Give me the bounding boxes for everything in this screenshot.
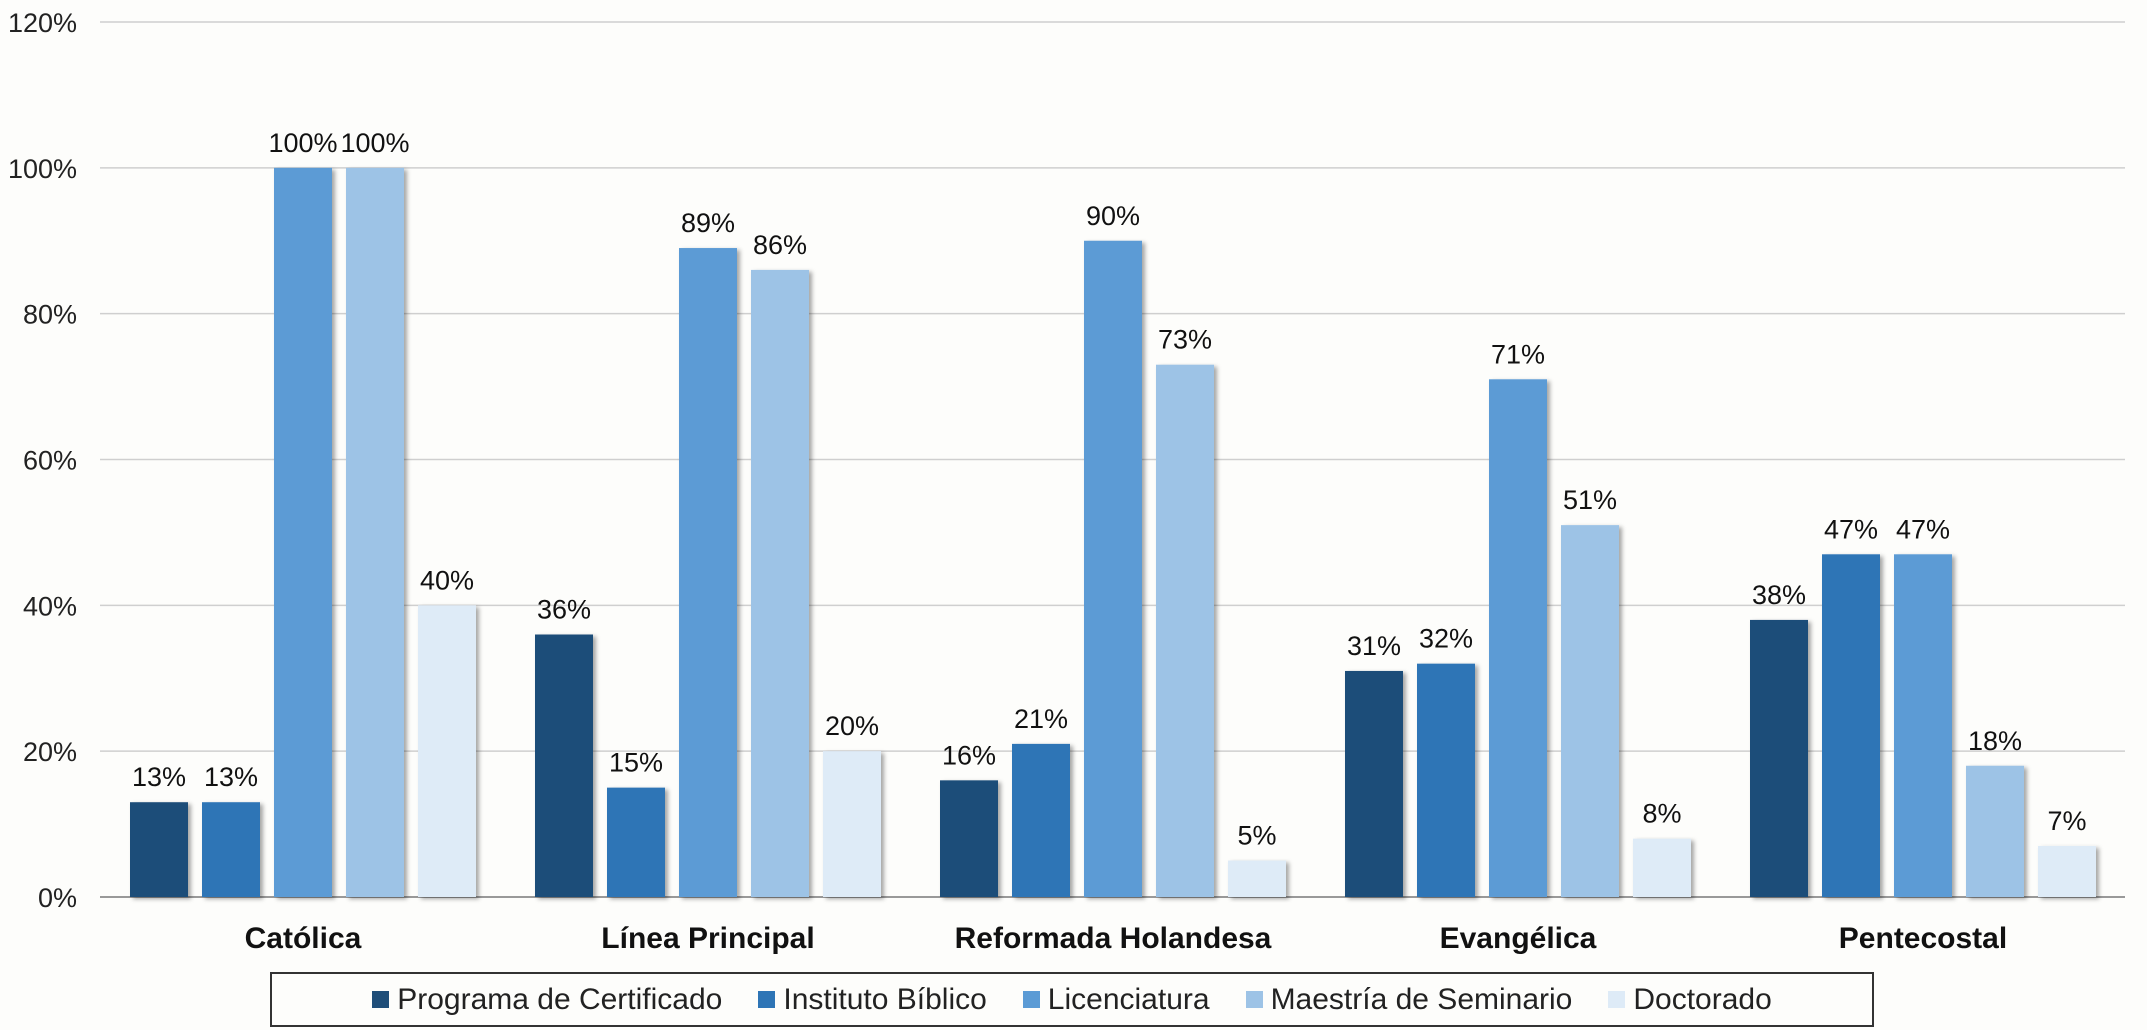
data-label: 15% — [609, 748, 663, 778]
data-label: 5% — [1237, 821, 1276, 851]
bar — [1966, 765, 2024, 897]
data-label: 89% — [681, 208, 735, 238]
data-label: 16% — [942, 740, 996, 770]
y-tick-label: 0% — [38, 883, 77, 913]
data-label: 7% — [2047, 806, 2086, 836]
data-label: 8% — [1642, 799, 1681, 829]
y-tick-label: 120% — [8, 8, 77, 38]
bar — [1894, 554, 1952, 897]
bar — [535, 634, 593, 897]
bar — [274, 167, 332, 898]
bar — [1084, 240, 1142, 897]
x-tick-label: Pentecostal — [1839, 922, 2007, 955]
x-tick-label: Reformada Holandesa — [955, 922, 1272, 955]
legend-item: Maestría de Seminario — [1245, 982, 1573, 1017]
data-label: 71% — [1491, 339, 1545, 369]
bar — [1228, 860, 1286, 897]
bar — [1822, 554, 1880, 897]
bar — [130, 802, 188, 897]
data-label: 90% — [1086, 201, 1140, 231]
bar — [1417, 663, 1475, 897]
y-tick-label: 20% — [23, 737, 77, 767]
legend-swatch — [758, 991, 776, 1008]
y-tick-label: 80% — [23, 300, 77, 330]
data-label: 38% — [1752, 580, 1806, 610]
legend-item: Licenciatura — [1022, 982, 1210, 1017]
legend-label: Programa de Certificado — [397, 982, 723, 1016]
x-tick-label: Evangélica — [1440, 922, 1597, 955]
bar — [751, 269, 809, 898]
bar — [1750, 619, 1808, 897]
legend-label: Licenciatura — [1047, 982, 1210, 1016]
data-label: 13% — [132, 762, 186, 792]
data-label: 32% — [1419, 624, 1473, 654]
data-label: 18% — [1968, 726, 2022, 756]
bar — [679, 248, 737, 897]
y-tick-label: 40% — [23, 591, 77, 621]
data-label: 40% — [420, 565, 474, 595]
data-label: 47% — [1896, 514, 1950, 544]
data-label: 20% — [825, 711, 879, 741]
legend: Programa de Certificado Instituto Bíblico… — [270, 972, 1874, 1027]
y-axis-tick-labels: 0% 20% 40% 60% 80% 100% 120% — [8, 8, 77, 913]
data-label: 31% — [1347, 631, 1401, 661]
legend-label: Instituto Bíblico — [783, 982, 987, 1016]
bar — [202, 802, 260, 897]
bars — [130, 167, 2096, 898]
data-label: 47% — [1824, 514, 1878, 544]
data-label: 21% — [1014, 704, 1068, 734]
x-tick-label: Católica — [245, 922, 362, 955]
bar — [2038, 845, 2096, 897]
data-label: 86% — [753, 230, 807, 260]
legend-swatch — [372, 991, 390, 1008]
bar — [823, 751, 881, 897]
bar — [940, 780, 998, 897]
bar — [1561, 525, 1619, 897]
bar — [607, 787, 665, 897]
legend-label: Maestría de Seminario — [1270, 982, 1573, 1016]
legend-swatch — [1022, 991, 1040, 1008]
bar — [1012, 743, 1070, 897]
data-label: 51% — [1563, 485, 1617, 515]
legend-item: Programa de Certificado — [372, 983, 722, 1017]
y-tick-label: 100% — [8, 154, 77, 184]
legend-label: Doctorado — [1633, 982, 1772, 1016]
legend-swatch — [1245, 991, 1263, 1008]
data-label: 36% — [537, 595, 591, 625]
bar — [1633, 838, 1691, 897]
bar — [346, 167, 404, 898]
data-label: 73% — [1158, 325, 1212, 355]
data-label: 13% — [204, 762, 258, 792]
bar — [418, 605, 476, 897]
x-axis-category-labels: Católica Línea Principal Reformada Holande… — [245, 922, 2008, 955]
bar — [1345, 670, 1403, 897]
bar — [1156, 364, 1214, 897]
bar — [1489, 379, 1547, 898]
data-label: 100% — [268, 128, 337, 158]
legend-swatch — [1608, 991, 1626, 1008]
legend-item: Doctorado — [1608, 982, 1772, 1017]
y-tick-label: 60% — [23, 446, 77, 476]
x-tick-label: Línea Principal — [601, 922, 814, 955]
data-labels: 13% 13% 100% 100% 40% 36% 15% 89% 86% 20% 16% 21% 90… — [132, 128, 2087, 851]
data-label: 100% — [340, 128, 409, 158]
legend-item: Instituto Bíblico — [758, 982, 987, 1017]
